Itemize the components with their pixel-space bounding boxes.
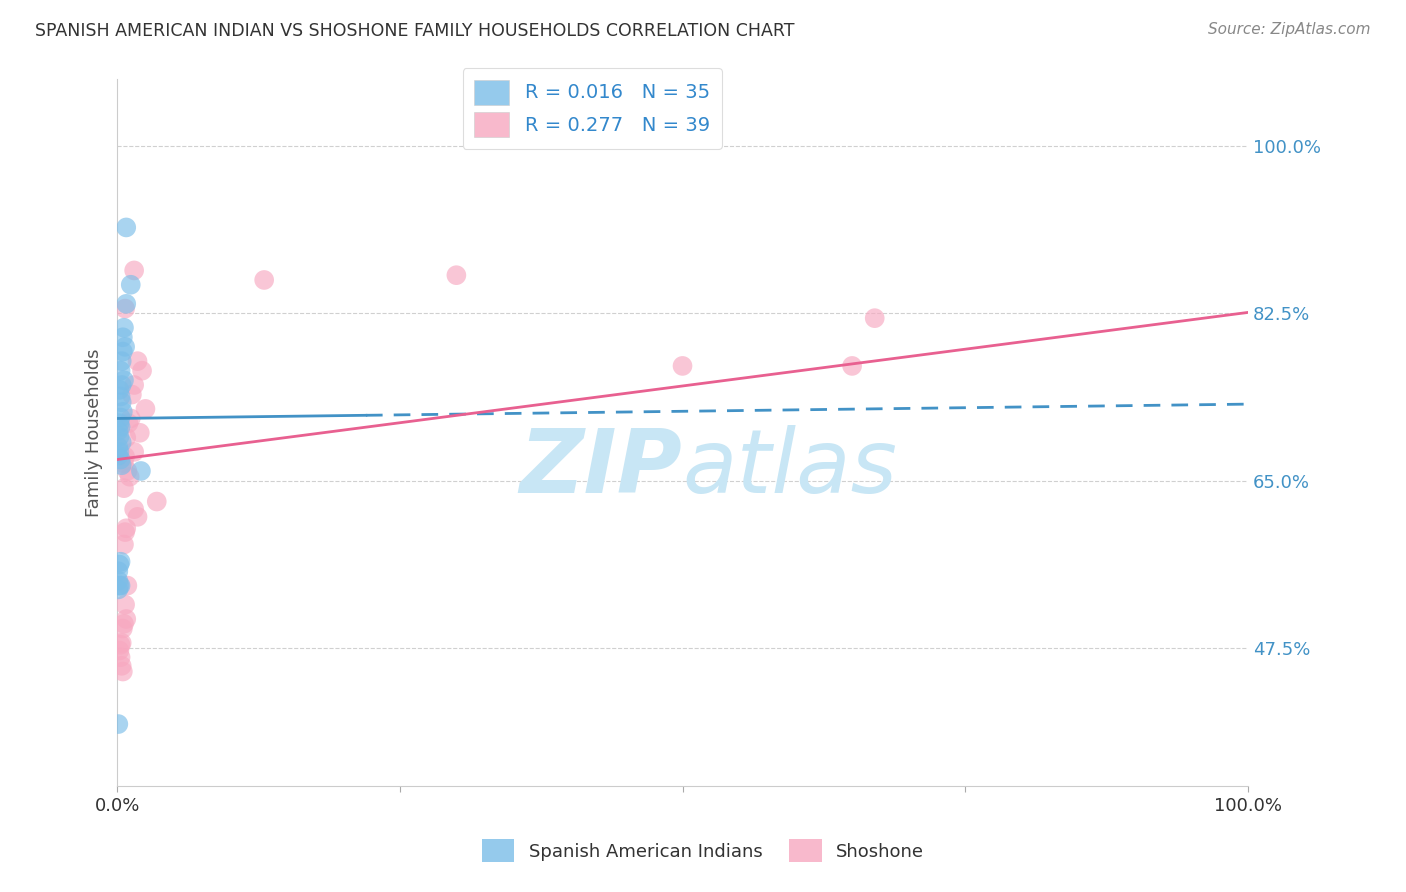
Point [145, 494, 167, 508]
Point [114, 450, 136, 464]
Point [111, 458, 134, 473]
Point [118, 469, 141, 483]
Point [122, 378, 145, 392]
Point [108, 643, 131, 657]
Point [110, 410, 132, 425]
Point [111, 665, 134, 679]
Point [114, 598, 136, 612]
Text: atlas: atlas [682, 425, 897, 511]
Point [111, 622, 134, 636]
Point [107, 424, 129, 438]
Point [107, 582, 129, 597]
Point [110, 650, 132, 665]
Text: SPANISH AMERICAN INDIAN VS SHOSHONE FAMILY HOUSEHOLDS CORRELATION CHART: SPANISH AMERICAN INDIAN VS SHOSHONE FAMI… [35, 22, 794, 40]
Point [110, 389, 132, 403]
Point [115, 220, 138, 235]
Point [108, 416, 131, 430]
Point [121, 387, 143, 401]
Point [114, 525, 136, 540]
Point [117, 578, 139, 592]
Point [117, 416, 139, 430]
Point [122, 445, 145, 459]
Text: ZIP: ZIP [520, 425, 682, 512]
Point [111, 344, 134, 359]
Legend: R = 0.016   N = 35, R = 0.277   N = 39: R = 0.016 N = 35, R = 0.277 N = 39 [463, 68, 721, 149]
Point [111, 354, 134, 368]
Y-axis label: Family Households: Family Households [86, 349, 103, 517]
Point [129, 464, 152, 478]
Point [111, 405, 134, 419]
Point [111, 658, 134, 673]
Point [131, 364, 153, 378]
Point [112, 456, 135, 470]
Legend: Spanish American Indians, Shoshone: Spanish American Indians, Shoshone [474, 832, 932, 870]
Point [107, 717, 129, 731]
Point [110, 638, 132, 652]
Point [112, 481, 135, 495]
Point [111, 435, 134, 450]
Point [841, 359, 863, 373]
Point [108, 445, 131, 459]
Point [112, 320, 135, 334]
Point [110, 452, 132, 467]
Point [127, 509, 149, 524]
Point [112, 616, 135, 631]
Point [107, 564, 129, 578]
Point [117, 464, 139, 478]
Point [108, 558, 131, 572]
Point [110, 364, 132, 378]
Point [446, 268, 468, 283]
Point [863, 311, 886, 326]
Point [107, 574, 129, 588]
Point [115, 431, 138, 445]
Point [115, 297, 138, 311]
Point [128, 425, 150, 440]
Point [111, 636, 134, 650]
Point [120, 411, 142, 425]
Point [122, 502, 145, 516]
Point [107, 449, 129, 463]
Point [108, 578, 131, 592]
Point [114, 301, 136, 316]
Point [108, 383, 131, 397]
Point [108, 429, 131, 443]
Point [112, 537, 135, 551]
Point [115, 521, 138, 535]
Point [115, 612, 138, 626]
Point [111, 395, 134, 409]
Point [111, 330, 134, 344]
Point [120, 277, 142, 292]
Point [671, 359, 693, 373]
Point [110, 555, 132, 569]
Point [122, 263, 145, 277]
Point [127, 354, 149, 368]
Point [110, 420, 132, 434]
Point [253, 273, 276, 287]
Point [112, 373, 135, 387]
Point [107, 440, 129, 454]
Text: Source: ZipAtlas.com: Source: ZipAtlas.com [1208, 22, 1371, 37]
Point [134, 401, 156, 416]
Point [110, 578, 132, 592]
Point [114, 340, 136, 354]
Point [111, 378, 134, 392]
